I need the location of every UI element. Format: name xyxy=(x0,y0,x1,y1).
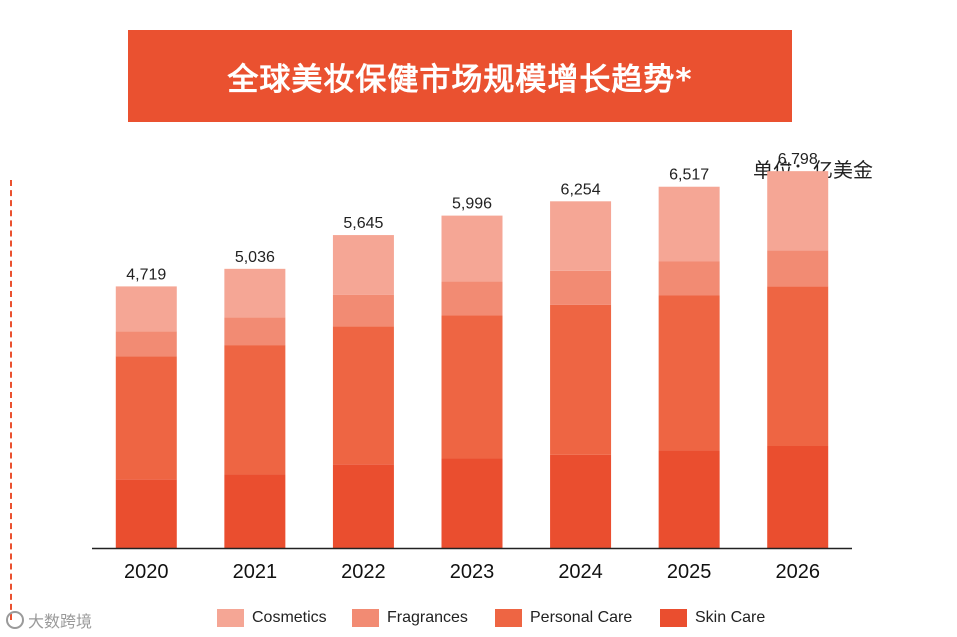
title-banner: 全球美妆保健市场规模增长趋势* xyxy=(128,30,792,122)
legend: Cosmetics Fragrances Personal Care Skin … xyxy=(0,609,957,631)
legend-label-personal-care: Personal Care xyxy=(530,609,633,626)
bar-segment-2023-cosmetics xyxy=(441,215,503,282)
bar-segment-2025-fragrances xyxy=(658,261,720,296)
legend-item-fragrances: Fragrances xyxy=(352,609,468,627)
total-label-2025: 6,517 xyxy=(669,167,709,184)
bar-segment-2023-fragrances xyxy=(441,281,503,316)
total-label-2022: 5,645 xyxy=(343,215,383,232)
bar-segment-2023-personal-care xyxy=(441,315,503,459)
x-tick-label-2022: 2022 xyxy=(341,561,386,583)
legend-swatch-personal-care xyxy=(495,609,522,627)
legend-item-personal-care: Personal Care xyxy=(495,609,632,627)
total-label-2024: 6,254 xyxy=(561,181,601,198)
bar-segment-2024-fragrances xyxy=(550,270,612,305)
bar-segment-2025-personal-care xyxy=(658,295,720,451)
bar-segment-2026-skin-care xyxy=(767,445,829,548)
bar-segment-2022-personal-care xyxy=(332,326,394,465)
watermark-logo-icon xyxy=(6,611,24,629)
bar-segment-2022-fragrances xyxy=(332,294,394,327)
total-label-2020: 4,719 xyxy=(126,266,166,283)
x-tick-label-2024: 2024 xyxy=(558,561,603,583)
bar-segment-2026-cosmetics xyxy=(767,171,829,251)
legend-item-skin-care: Skin Care xyxy=(660,609,765,627)
legend-swatch-fragrances xyxy=(352,609,379,627)
bar-segment-2024-personal-care xyxy=(550,304,612,455)
bar-segment-2020-skin-care xyxy=(115,479,177,548)
x-tick-label-2025: 2025 xyxy=(667,561,712,583)
x-tick-label-2020: 2020 xyxy=(124,561,169,583)
bar-segment-2026-fragrances xyxy=(767,250,829,287)
legend-label-cosmetics: Cosmetics xyxy=(252,609,327,626)
legend-label-fragrances: Fragrances xyxy=(387,609,468,626)
legend-swatch-cosmetics xyxy=(217,609,244,627)
bar-segment-2024-cosmetics xyxy=(550,201,612,271)
total-label-2023: 5,996 xyxy=(452,196,492,213)
x-tick-label-2026: 2026 xyxy=(775,561,820,583)
bar-segment-2021-fragrances xyxy=(224,317,286,346)
watermark: 大数跨境 xyxy=(6,608,92,632)
x-tick-label-2023: 2023 xyxy=(450,561,495,583)
bar-segment-2021-personal-care xyxy=(224,345,286,475)
bar-segment-2021-cosmetics xyxy=(224,268,286,318)
chart-title: 全球美妆保健市场规模增长趋势* xyxy=(227,61,693,98)
bar-segment-2025-cosmetics xyxy=(658,186,720,262)
bar-segment-2021-skin-care xyxy=(224,474,286,548)
total-label-2026: 6,798 xyxy=(778,151,818,168)
legend-label-skin-care: Skin Care xyxy=(695,609,766,626)
bar-segment-2026-personal-care xyxy=(767,286,829,446)
total-label-2021: 5,036 xyxy=(235,249,275,266)
bar-segment-2020-cosmetics xyxy=(115,286,177,332)
watermark-text: 大数跨境 xyxy=(28,612,93,631)
bar-segment-2025-skin-care xyxy=(658,450,720,548)
x-tick-label-2021: 2021 xyxy=(233,561,278,583)
bar-segment-2024-skin-care xyxy=(550,454,612,548)
left-dashed-border xyxy=(10,180,12,620)
bar-segment-2022-cosmetics xyxy=(332,235,394,295)
bar-segment-2022-skin-care xyxy=(332,464,394,548)
bar-segment-2020-personal-care xyxy=(115,356,177,480)
legend-swatch-skin-care xyxy=(660,609,687,627)
stacked-bar-chart: 4,719 2020 5,036 2021 5,645 2022 5,996 2023 6,25… xyxy=(92,151,852,583)
bar-segment-2020-fragrances xyxy=(115,331,177,357)
bar-segment-2023-skin-care xyxy=(441,458,503,548)
legend-item-cosmetics: Cosmetics xyxy=(217,609,327,627)
